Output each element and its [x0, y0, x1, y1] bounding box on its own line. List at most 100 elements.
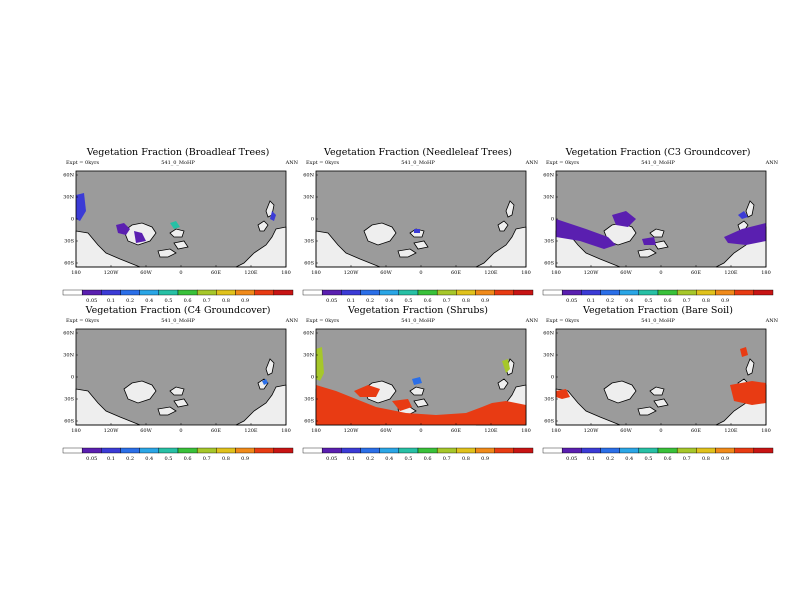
vegetation-patch: [502, 359, 510, 373]
panel-title: Vegetation Fraction (C3 Groundcover): [565, 147, 751, 158]
vegetation-patch: [270, 211, 276, 221]
landmass: [169, 386, 185, 396]
colorbar-swatch: [120, 447, 140, 454]
colorbar-tick-label: 0.9: [481, 456, 489, 462]
landmass: [169, 228, 185, 238]
colorbar-tick-label: 0.5: [404, 456, 412, 462]
colorbar-tick-label: 0.4: [385, 456, 393, 462]
landmass: [173, 398, 189, 408]
panel-c3: Vegetation Fraction (C3 Groundcover) Exp…: [538, 147, 778, 317]
colorbar-swatch: [273, 447, 294, 454]
ocean-area: [76, 329, 286, 425]
landmass: [637, 406, 657, 416]
lat-tick-label: 60S: [544, 261, 554, 267]
colorbar-tick-label: 0.05: [326, 456, 337, 462]
colorbar-swatch: [379, 447, 400, 454]
lon-tick-label: 60E: [691, 270, 701, 276]
vegetation-patch: [354, 385, 380, 397]
lon-tick-label: 60W: [140, 270, 152, 276]
colorbar-swatch: [417, 289, 438, 296]
landmass: [745, 358, 755, 376]
colorbar-tick-label: 0.7: [683, 298, 691, 304]
colorbar-swatch: [158, 289, 179, 296]
lon-tick-label: 120E: [244, 270, 258, 276]
lat-tick-label: 60N: [303, 331, 314, 337]
colorbar-swatch: [715, 289, 735, 296]
lat-tick-label: 60N: [63, 173, 74, 179]
colorbar-swatch: [696, 447, 716, 454]
colorbar-tick-label: 0.5: [644, 298, 652, 304]
colorbar-swatch: [139, 447, 160, 454]
colorbar-tick-label: 0.2: [366, 298, 374, 304]
colorbar-swatch: [753, 447, 774, 454]
lat-tick-label: 30S: [544, 239, 554, 245]
lat-tick-label: 30N: [63, 353, 74, 359]
colorbar-swatch: [177, 289, 198, 296]
lon-tick-label: 60E: [211, 270, 221, 276]
lat-tick-label: 30S: [544, 397, 554, 403]
colorbar-tick-label: 0.6: [664, 456, 672, 462]
colorbar-swatch: [341, 289, 361, 296]
colorbar: 0.05 0.1 0.2 0.4 0.5 0.6 0.7 0.8 0.9: [542, 447, 774, 462]
vegetation-patch: [556, 219, 616, 249]
panel-title: Vegetation Fraction (Shrubs): [348, 305, 488, 316]
vegetation-patch: [730, 381, 766, 405]
landmass: [505, 200, 515, 218]
vegetation-patch: [612, 211, 636, 227]
colorbar-tick-label: 0.05: [566, 298, 577, 304]
ocean-area: [316, 171, 526, 267]
colorbar-swatch: [235, 289, 255, 296]
colorbar-tick-label: 0.4: [145, 298, 153, 304]
colorbar-swatch: [581, 447, 601, 454]
colorbar-swatch: [81, 289, 102, 296]
lon-tick-label: 60E: [451, 428, 461, 434]
colorbar-tick-label: 0.1: [107, 298, 115, 304]
colorbar-swatch: [321, 447, 342, 454]
colorbar-tick-label: 0.4: [625, 298, 633, 304]
run-label: 541_0_MoHP: [401, 318, 435, 324]
lon-tick-label: 120E: [724, 428, 738, 434]
colorbar-swatch: [561, 289, 582, 296]
colorbar-swatch: [235, 447, 255, 454]
colorbar-swatch: [196, 447, 217, 454]
vegetation-patch: [76, 193, 86, 221]
lat-tick-label: 30S: [304, 397, 314, 403]
lon-tick-label: 60E: [691, 428, 701, 434]
colorbar-swatch: [360, 289, 380, 296]
colorbar-tick-label: 0.7: [203, 298, 211, 304]
colorbar-swatch: [542, 447, 563, 454]
vegetation-patch: [740, 347, 748, 357]
lat-tick-label: 30N: [543, 195, 554, 201]
vegetation-patch: [412, 377, 422, 385]
lon-tick-label: 60W: [140, 428, 152, 434]
colorbar: 0.05 0.1 0.2 0.4 0.5 0.6 0.7 0.8 0.9: [542, 289, 774, 304]
lat-tick-label: 60N: [63, 331, 74, 337]
landmass: [397, 248, 417, 258]
colorbar-swatch: [302, 289, 323, 296]
landmass: [497, 220, 509, 232]
lon-tick-label: 0: [659, 270, 662, 276]
colorbar-swatch: [513, 447, 534, 454]
lat-tick-label: 0: [551, 217, 554, 223]
colorbar-swatch: [398, 447, 419, 454]
ocean-area: [76, 171, 286, 267]
colorbar-tick-label: 0.1: [587, 456, 595, 462]
colorbar-tick-label: 0.2: [606, 456, 614, 462]
lon-tick-label: 60W: [380, 428, 392, 434]
vegetation-patch: [170, 221, 180, 229]
expt-label: Expt = 0kyrs: [66, 318, 100, 324]
map-c4: 60N 30N 0 30S 60S 180 120W 60W 0 60E 120E 180: [63, 328, 291, 434]
lat-tick-label: 60S: [304, 261, 314, 267]
colorbar-swatch: [696, 289, 716, 296]
colorbar-tick-label: 0.7: [443, 456, 451, 462]
colorbar-swatch: [101, 289, 121, 296]
vegetation-patch: [316, 385, 526, 425]
lat-tick-label: 0: [71, 375, 74, 381]
colorbar-swatch: [177, 447, 198, 454]
lon-tick-label: 60W: [620, 270, 632, 276]
lon-tick-label: 120E: [484, 270, 498, 276]
lon-tick-label: 180: [521, 270, 531, 276]
colorbar-tick-label: 0.7: [443, 298, 451, 304]
lat-tick-label: 0: [311, 375, 314, 381]
lon-tick-label: 60W: [380, 270, 392, 276]
